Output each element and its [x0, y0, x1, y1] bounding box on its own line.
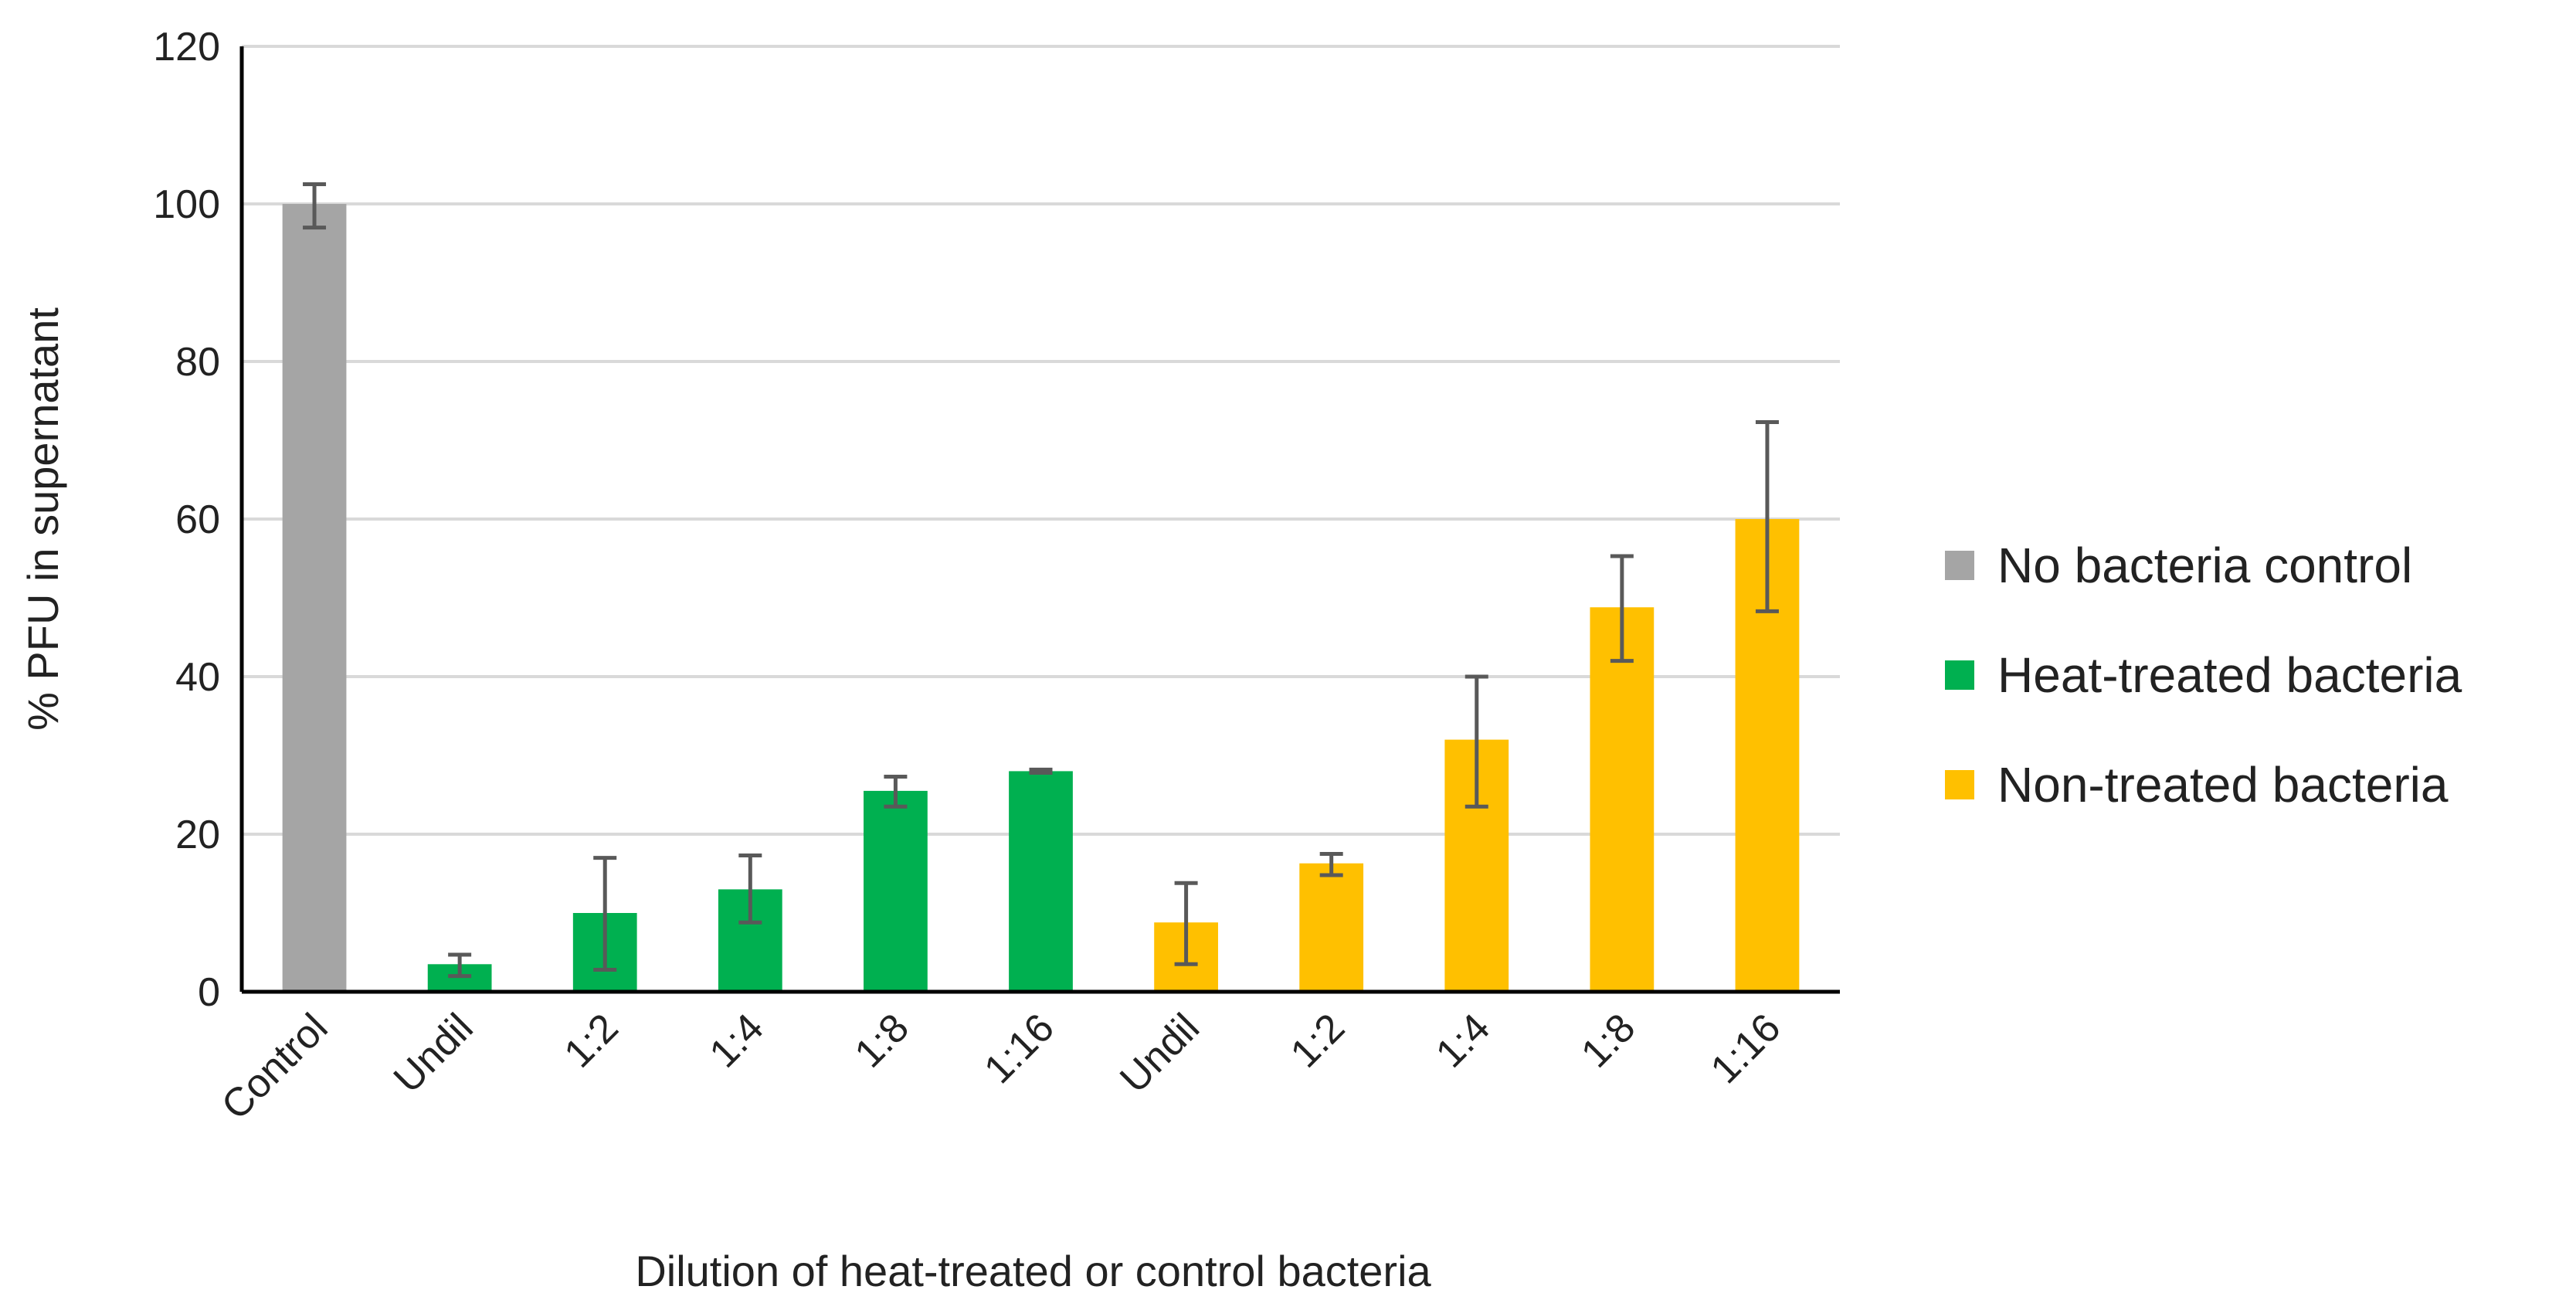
gridlines	[242, 45, 1840, 836]
legend-item: No bacteria control	[1945, 538, 2412, 593]
legend-item: Non-treated bacteria	[1945, 757, 2449, 813]
y-tick-label: 20	[175, 813, 220, 857]
error-bar	[1755, 420, 1779, 613]
x-tick-label: 1:4	[701, 1005, 772, 1076]
bar	[1299, 863, 1364, 992]
x-tick-label: 1:8	[847, 1005, 918, 1076]
bar	[864, 790, 928, 992]
axes	[239, 46, 1840, 994]
error-bar	[303, 182, 327, 230]
x-tick-label: 1:2	[556, 1005, 627, 1076]
y-tick-label: 120	[153, 25, 220, 70]
error-bar	[738, 854, 762, 925]
error-bar	[593, 856, 617, 972]
error-bar	[1174, 881, 1198, 966]
x-tick-label: 1:2	[1282, 1005, 1353, 1076]
x-tick-label: Undil	[1112, 1005, 1208, 1101]
legend-swatch	[1945, 770, 1974, 799]
error-bar	[1029, 767, 1053, 775]
error-bar	[1610, 554, 1634, 663]
legend-item: Heat-treated bacteria	[1945, 647, 2462, 703]
x-tick-label: Control	[213, 1005, 337, 1128]
y-tick-label: 0	[198, 970, 220, 1015]
legend-label: Non-treated bacteria	[1997, 757, 2449, 813]
x-axis-title: Dilution of heat-treated or control bact…	[635, 1247, 1431, 1295]
bar	[1590, 607, 1655, 992]
y-tick-label: 40	[175, 655, 220, 700]
error-bars	[303, 182, 1779, 979]
y-tick-label: 60	[175, 497, 220, 542]
legend-label: Heat-treated bacteria	[1997, 647, 2462, 703]
y-tick-labels: 0 20 40 60 80 100 120	[153, 25, 220, 1015]
y-tick-label: 100	[153, 182, 220, 227]
y-axis-title: % PFU in supernatant	[19, 307, 67, 731]
x-tick-label: 1:16	[976, 1005, 1063, 1092]
bar	[282, 204, 347, 992]
x-tick-label: Undil	[385, 1005, 482, 1101]
x-tick-label: 1:16	[1702, 1005, 1790, 1092]
legend: No bacteria control Heat-treated bacteria…	[1945, 538, 2462, 813]
bar	[1009, 771, 1073, 992]
error-bar	[1319, 852, 1343, 877]
y-tick-label: 80	[175, 340, 220, 385]
legend-label: No bacteria control	[1997, 538, 2412, 593]
x-tick-label: 1:4	[1427, 1005, 1498, 1076]
x-tick-label: 1:8	[1573, 1005, 1644, 1076]
legend-swatch	[1945, 660, 1974, 690]
bars	[282, 204, 1800, 992]
error-bar	[448, 952, 472, 979]
x-tick-labels: Control Undil 1:2 1:4 1:8 1:16 Undil 1:2 1:4 1:8 1…	[213, 1005, 1789, 1128]
error-bar	[1464, 674, 1488, 809]
error-bar	[884, 775, 908, 809]
legend-swatch	[1945, 551, 1974, 580]
